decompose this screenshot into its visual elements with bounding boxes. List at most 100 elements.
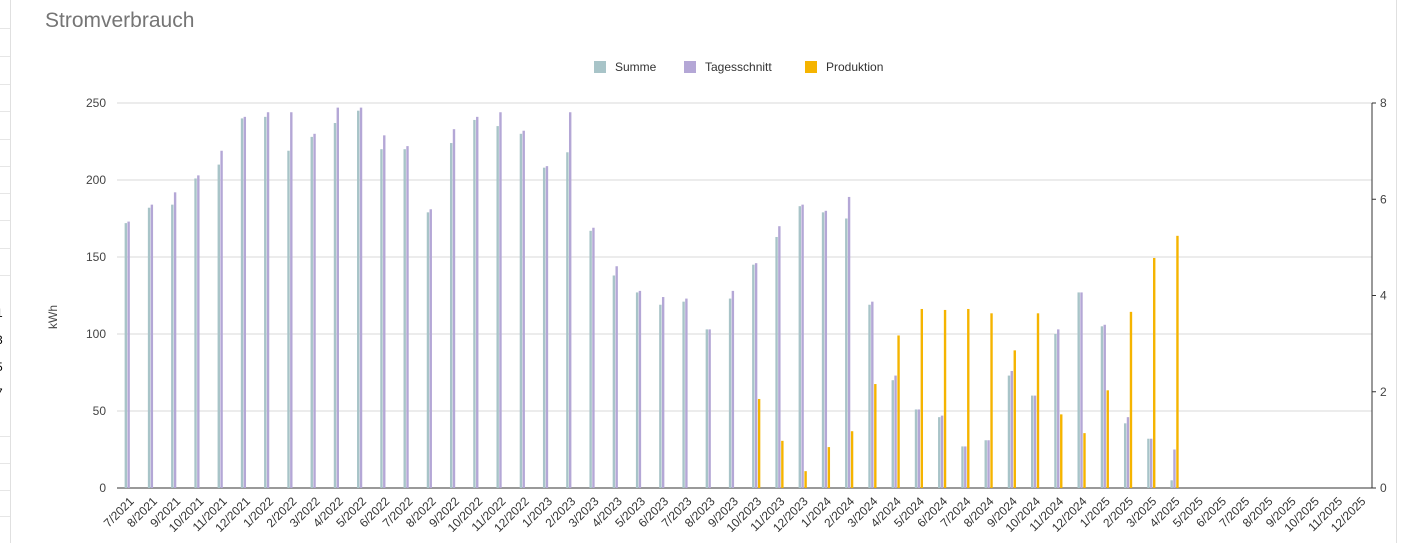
bar-summe: [1077, 292, 1080, 488]
bar-tagesschnitt: [1010, 370, 1013, 488]
bar-summe: [566, 152, 569, 488]
bar-produktion: [1060, 414, 1063, 488]
bar-tagesschnitt: [685, 298, 688, 488]
bar-summe: [147, 207, 151, 488]
chart-title: Stromverbrauch: [45, 9, 195, 32]
bar-summe: [775, 236, 778, 488]
bar-tagesschnitt: [452, 129, 456, 488]
bar-summe: [426, 212, 430, 488]
bar-summe: [240, 118, 244, 489]
bar-tagesschnitt: [592, 227, 595, 489]
bar-produktion: [850, 431, 854, 488]
bar-tagesschnitt: [615, 266, 618, 488]
bar-produktion: [827, 447, 831, 488]
bar-tagesschnitt: [801, 204, 804, 488]
y2-tick-label: 6: [1380, 192, 1387, 206]
bar-summe: [310, 136, 313, 488]
bar-summe: [496, 126, 499, 488]
bar-tagesschnitt: [1033, 395, 1037, 488]
y-axis-label: kWh: [46, 305, 60, 329]
sheet-cell: 5: [0, 360, 3, 374]
bar-tagesschnitt: [522, 130, 525, 488]
y2-tick-label: 0: [1380, 481, 1387, 495]
bar-summe: [1123, 423, 1127, 488]
bar-summe: [449, 143, 453, 489]
bar-produktion: [920, 308, 924, 488]
bar-produktion: [1083, 433, 1086, 488]
bar-produktion: [1106, 390, 1109, 488]
bar-summe: [519, 133, 523, 489]
bar-summe: [728, 298, 732, 488]
bar-summe: [217, 164, 220, 488]
y-tick-label: 50: [93, 404, 107, 418]
bar-summe: [612, 275, 616, 488]
bar-summe: [635, 292, 639, 488]
bar-produktion: [1153, 257, 1156, 488]
bar-produktion: [804, 471, 807, 488]
bar-tagesschnitt: [1057, 329, 1060, 488]
bar-summe: [798, 206, 802, 488]
bar-tagesschnitt: [197, 175, 200, 488]
bar-tagesschnitt: [150, 204, 154, 488]
bar-tagesschnitt: [1126, 417, 1130, 488]
legend: Summe Tagesschnitt Produktion: [594, 60, 883, 74]
bar-tagesschnitt: [708, 329, 711, 488]
bar-produktion: [1013, 350, 1016, 488]
bar-summe: [705, 329, 709, 488]
y-tick-label: 150: [86, 250, 106, 264]
spreadsheet-left-strip: 1 3 5 7: [0, 0, 11, 543]
bar-summe: [357, 110, 360, 488]
bar-summe: [380, 149, 383, 488]
y-tick-label: 0: [99, 481, 106, 495]
bar-produktion: [757, 398, 761, 488]
bar-produktion: [1036, 313, 1040, 488]
bar-tagesschnitt: [313, 133, 316, 489]
bar-tagesschnitt: [940, 415, 944, 488]
bar-tagesschnitt: [987, 440, 990, 488]
y-tick-label: 250: [86, 96, 106, 110]
bar-tagesschnitt: [638, 290, 642, 488]
bar-tagesschnitt: [824, 210, 828, 489]
bar-tagesschnitt: [290, 112, 293, 489]
bar-tagesschnitt: [173, 192, 177, 488]
bar-tagesschnitt: [499, 112, 502, 489]
bar-tagesschnitt: [266, 112, 270, 489]
bar-summe: [1170, 480, 1173, 488]
bar-summe: [403, 149, 406, 488]
bar-tagesschnitt: [964, 446, 967, 488]
legend-swatch: [594, 61, 606, 73]
bar-produktion: [874, 384, 877, 488]
bar-tagesschnitt: [406, 146, 409, 488]
bar-tagesschnitt: [661, 297, 665, 488]
y2-tick-label: 8: [1380, 96, 1387, 110]
bar-summe: [473, 119, 476, 488]
bar-tagesschnitt: [545, 166, 549, 488]
bar-tagesschnitt: [894, 375, 897, 488]
bar-produktion: [1176, 235, 1179, 488]
grid: [117, 102, 1372, 489]
legend-label: Produktion: [826, 60, 883, 74]
bar-produktion: [1129, 311, 1133, 488]
bar-tagesschnitt: [847, 196, 851, 488]
bar-tagesschnitt: [871, 301, 874, 488]
bar-summe: [961, 446, 964, 488]
spreadsheet-right-strip: [1396, 0, 1403, 543]
bar-tagesschnitt: [336, 107, 339, 489]
bar-summe: [1007, 375, 1011, 488]
legend-swatch: [805, 61, 817, 73]
bar-tagesschnitt: [1080, 292, 1083, 488]
bar-produktion: [990, 313, 993, 488]
bar-tagesschnitt: [383, 135, 386, 488]
bar-tagesschnitt: [243, 116, 247, 489]
sheet-cell: 3: [0, 333, 3, 347]
legend-label: Summe: [615, 60, 657, 74]
bar-tagesschnitt: [1103, 324, 1106, 488]
bar-tagesschnitt: [1173, 449, 1176, 488]
sheet-cell: 1: [0, 306, 3, 320]
bar-summe: [938, 417, 941, 488]
bar-tagesschnitt: [429, 209, 432, 488]
y-tick-label: 100: [86, 327, 106, 341]
bar-summe: [868, 304, 871, 488]
bar-summe: [589, 230, 592, 488]
